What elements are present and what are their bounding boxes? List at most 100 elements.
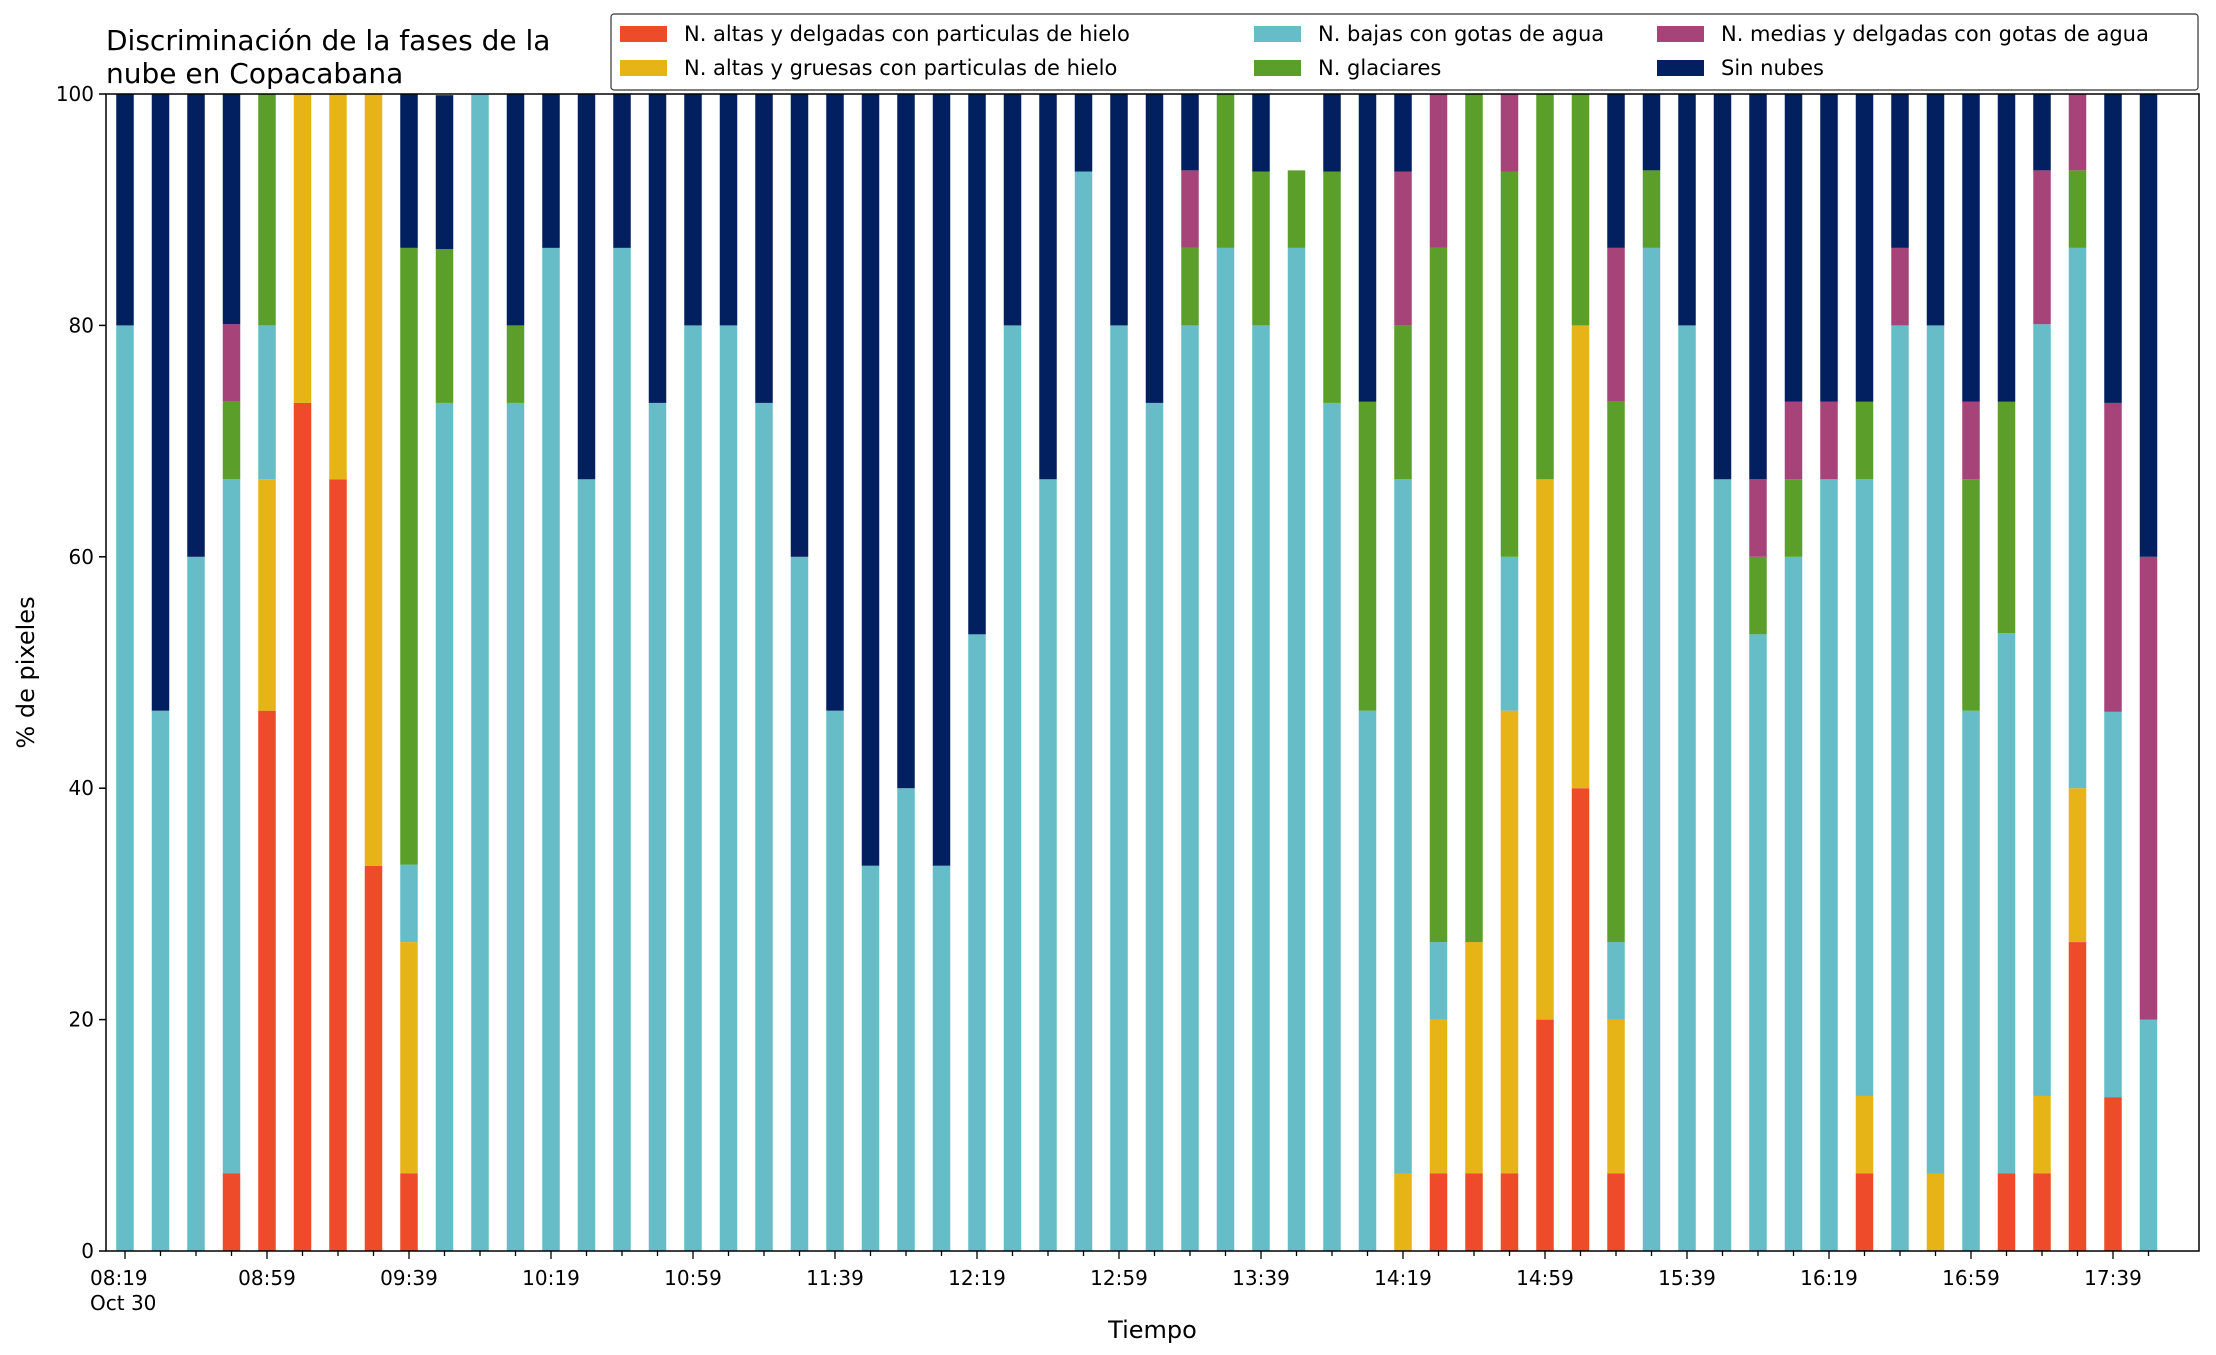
bar-segment (1287, 247, 1306, 1251)
legend-label: N. glaciares (1318, 56, 1441, 80)
bar-segment (2068, 94, 2087, 171)
bar-segment (2033, 1095, 2051, 1174)
bar-segment (506, 94, 525, 326)
bar-segment (2104, 94, 2122, 403)
bar-segment (293, 402, 312, 1251)
bar-segment (435, 249, 454, 403)
bar-segment (755, 94, 773, 403)
bar-segment (542, 247, 560, 1251)
bar-segment (506, 402, 525, 1251)
bar-segment (1181, 325, 1199, 1251)
bar-segment (2033, 324, 2051, 1096)
bar-segment (719, 325, 738, 1251)
bar-segment (400, 864, 418, 943)
bar-segment (684, 325, 702, 1251)
y-tick-label: 60 (69, 545, 94, 569)
bar-segment (1252, 325, 1270, 1251)
bar-segment (1749, 556, 1767, 635)
bar-segment (1536, 1019, 1554, 1251)
bar-segment (364, 865, 383, 1251)
bar-segment (1997, 94, 2016, 402)
x-tick-sublabel: Oct 30 (90, 1291, 156, 1315)
bar-segment (1820, 479, 1838, 1251)
bar-segment (1323, 171, 1341, 403)
bar-segment (719, 94, 738, 326)
bar-segment (1216, 94, 1235, 248)
bar-segment (2068, 788, 2087, 943)
bar-segment (400, 94, 418, 248)
bar-segment (1145, 402, 1164, 1251)
bar-segment (1003, 325, 1022, 1251)
bar-segment (1926, 1173, 1945, 1251)
bar-segment (1429, 942, 1448, 1020)
bar-segment (1997, 1173, 2016, 1251)
x-tick-label: 10:59 (664, 1266, 722, 1290)
legend-swatch (620, 60, 667, 76)
bar-segment (932, 94, 951, 866)
legend-label: N. medias y delgadas con gotas de agua (1721, 22, 2149, 46)
x-tick-label: 12:59 (1090, 1266, 1148, 1290)
bar-segment (151, 710, 170, 1251)
bar-segment (1039, 479, 1057, 1251)
bar-segment (1429, 247, 1448, 943)
bar-segment (577, 479, 596, 1251)
bar-segment (2033, 1173, 2051, 1251)
bar-segment (1465, 94, 1483, 943)
bar-segment (258, 94, 276, 326)
y-axis: 0 20 40 60 80 100 (56, 82, 106, 1263)
bar-segment (329, 94, 347, 480)
bar-segment (1642, 247, 1661, 1251)
bar-segment (542, 94, 560, 248)
bar-segment (435, 402, 454, 1251)
bar-segment (1500, 710, 1519, 1174)
bar-segment (222, 401, 241, 480)
bar-segment (1571, 325, 1590, 789)
bar-segment (1394, 479, 1412, 1174)
legend-swatch (620, 26, 667, 42)
bar-segment (1891, 94, 1909, 248)
bar-segment (1358, 401, 1377, 711)
bar-segment (1607, 942, 1625, 1020)
bar-segment (2033, 94, 2051, 171)
bar-segment (1181, 94, 1199, 171)
bar-segment (826, 94, 844, 711)
bar-segment (897, 94, 915, 789)
bar-segment (2033, 170, 2051, 325)
bar-segment (1607, 401, 1625, 943)
bar-segment (1039, 94, 1057, 480)
bar-segment (222, 1173, 241, 1251)
bar-segment (222, 479, 241, 1174)
legend-swatch (1657, 60, 1704, 76)
x-tick-label: 12:19 (948, 1266, 1006, 1290)
bar-segment (1323, 94, 1341, 172)
bar-segment (1429, 1173, 1448, 1251)
bar-segment (1394, 1173, 1412, 1251)
bar-segment (2139, 556, 2158, 1020)
x-tick-label: 09:39 (380, 1266, 438, 1290)
bar-segment (329, 479, 347, 1251)
bar-segment (364, 94, 383, 866)
bar-segment (1394, 94, 1412, 172)
bar-segment (1891, 325, 1909, 1251)
bar-segment (1358, 94, 1377, 402)
legend-label: N. bajas con gotas de agua (1318, 22, 1604, 46)
bar-segment (187, 94, 205, 557)
bar-segment (1962, 479, 1980, 711)
bar-segment (2068, 247, 2087, 789)
bar-segment (258, 325, 276, 480)
bar-segment (1607, 247, 1625, 402)
bar-segment (1500, 171, 1519, 557)
bar-segment (1962, 401, 1980, 480)
bar-segment (400, 942, 418, 1174)
bar-segment (1784, 94, 1803, 402)
bar-segment (684, 94, 702, 326)
bar-segment (1074, 171, 1093, 1251)
y-tick-label: 20 (69, 1008, 94, 1032)
bar-segment (1997, 633, 2016, 1174)
bar-segment (648, 94, 667, 403)
bar-segment (1500, 556, 1519, 711)
bar-segment (613, 94, 631, 248)
bar-segment (1145, 94, 1164, 403)
